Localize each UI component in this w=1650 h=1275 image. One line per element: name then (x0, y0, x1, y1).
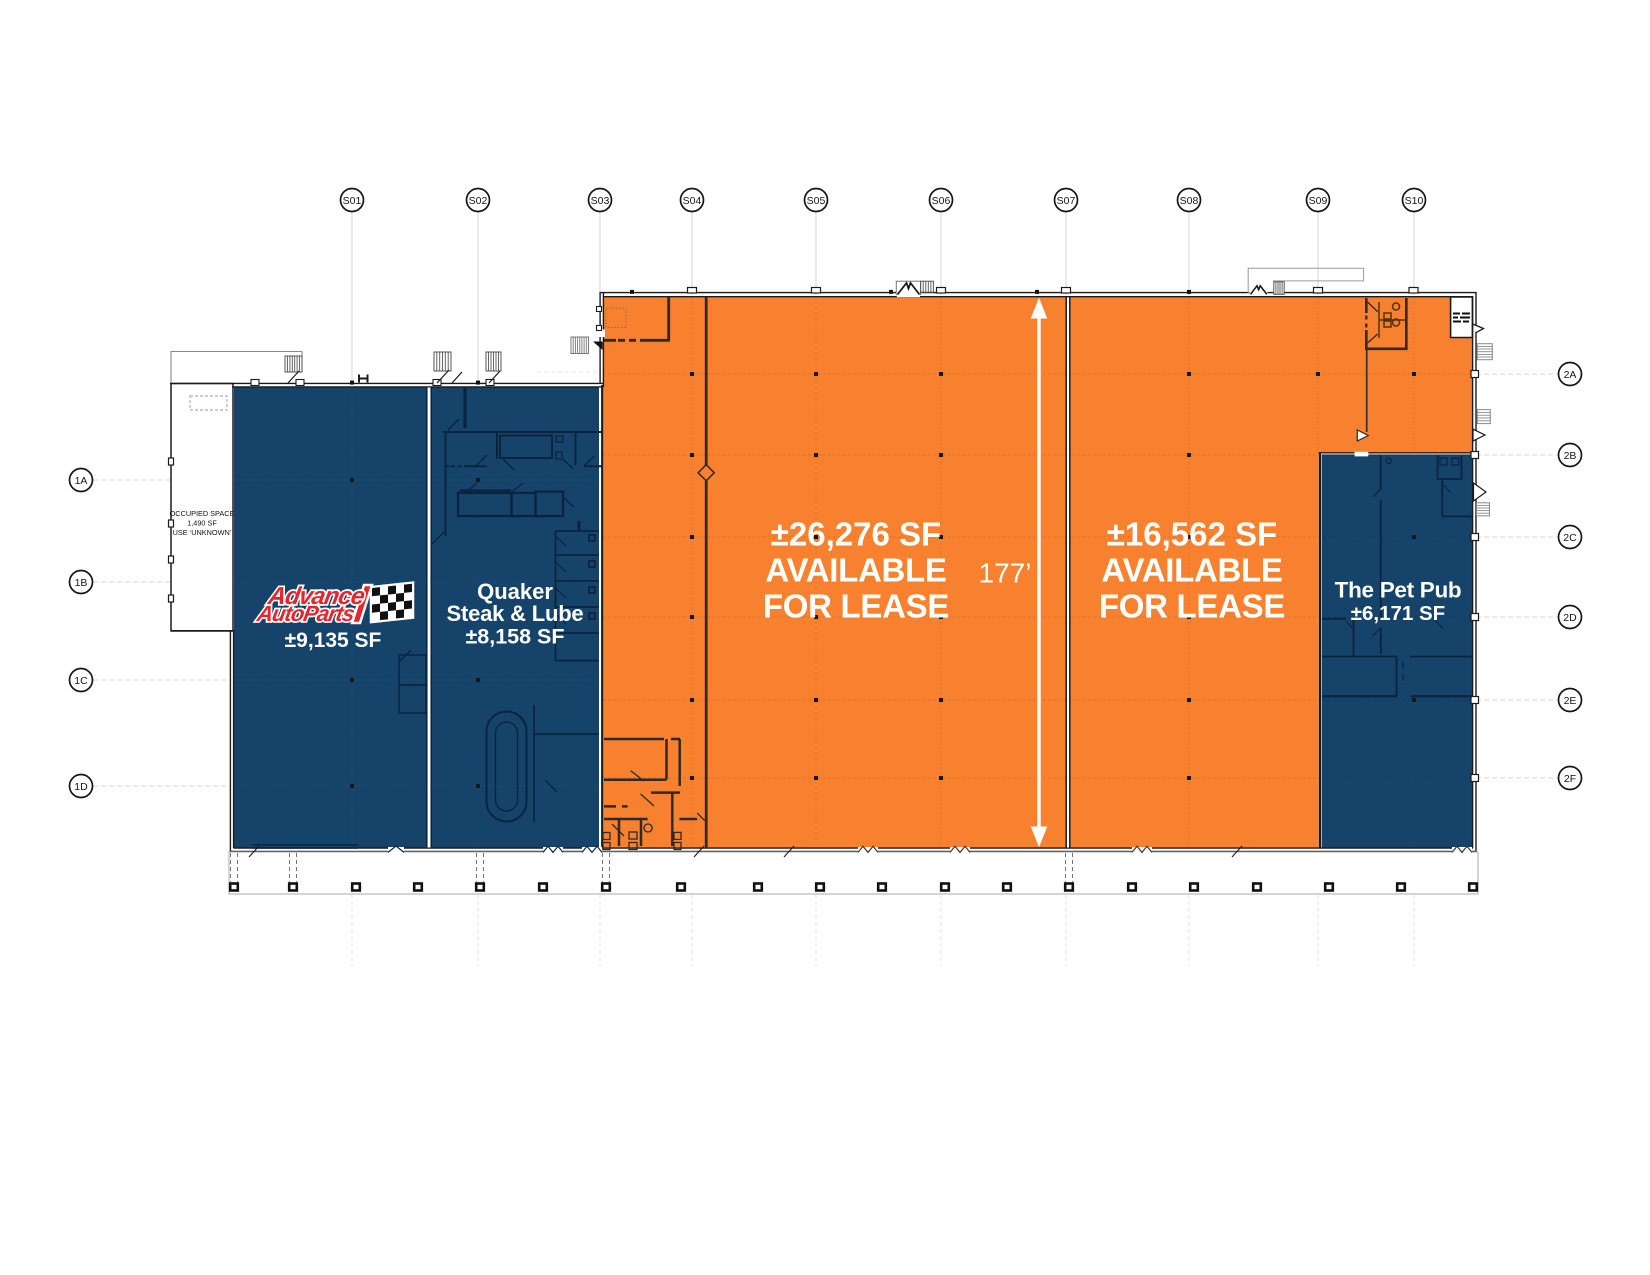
svg-text:S08: S08 (1180, 195, 1199, 207)
svg-text:AutoParts: AutoParts (254, 601, 356, 626)
svg-text:Advance: Advance (265, 583, 367, 610)
svg-text:Steak & Lube: Steak & Lube (447, 601, 584, 626)
svg-text:±16,562 SF: ±16,562 SF (1107, 516, 1277, 553)
svg-text:S06: S06 (932, 195, 951, 207)
svg-text:2E: 2E (1564, 695, 1577, 707)
svg-text:2B: 2B (1564, 450, 1577, 462)
svg-text:1A: 1A (75, 475, 88, 487)
svg-text:S02: S02 (469, 195, 488, 207)
svg-text:S07: S07 (1057, 195, 1076, 207)
svg-text:±26,276 SF: ±26,276 SF (771, 516, 941, 553)
svg-text:OCCUPIED SPACE: OCCUPIED SPACE (170, 509, 235, 518)
svg-text:S10: S10 (1405, 195, 1424, 207)
svg-text:S03: S03 (591, 195, 610, 207)
svg-text:FOR LEASE: FOR LEASE (763, 588, 949, 625)
svg-text:±6,171 SF: ±6,171 SF (1351, 602, 1445, 625)
svg-text:2F: 2F (1564, 773, 1576, 785)
svg-text:2A: 2A (1564, 369, 1577, 381)
svg-text:The Pet Pub: The Pet Pub (1335, 578, 1462, 603)
svg-text:2C: 2C (1563, 532, 1577, 544)
svg-text:1B: 1B (75, 577, 88, 589)
svg-text:2D: 2D (1563, 612, 1577, 624)
svg-text:S09: S09 (1309, 195, 1328, 207)
svg-text:1C: 1C (74, 675, 88, 687)
svg-text:S01: S01 (343, 195, 362, 207)
svg-text:Quaker: Quaker (477, 579, 553, 604)
svg-text:S05: S05 (807, 195, 826, 207)
svg-text:USE ‘UNKNOWN’: USE ‘UNKNOWN’ (173, 528, 232, 537)
svg-text:±9,135 SF: ±9,135 SF (285, 629, 382, 652)
svg-text:S04: S04 (683, 195, 702, 207)
svg-text:AVAILABLE: AVAILABLE (1101, 552, 1282, 589)
svg-text:±8,158 SF: ±8,158 SF (465, 625, 564, 649)
svg-text:177’: 177’ (979, 558, 1032, 589)
svg-text:AVAILABLE: AVAILABLE (765, 552, 946, 589)
svg-text:1D: 1D (74, 781, 88, 793)
svg-text:FOR LEASE: FOR LEASE (1099, 588, 1285, 625)
svg-text:1,490 SF: 1,490 SF (187, 519, 217, 528)
